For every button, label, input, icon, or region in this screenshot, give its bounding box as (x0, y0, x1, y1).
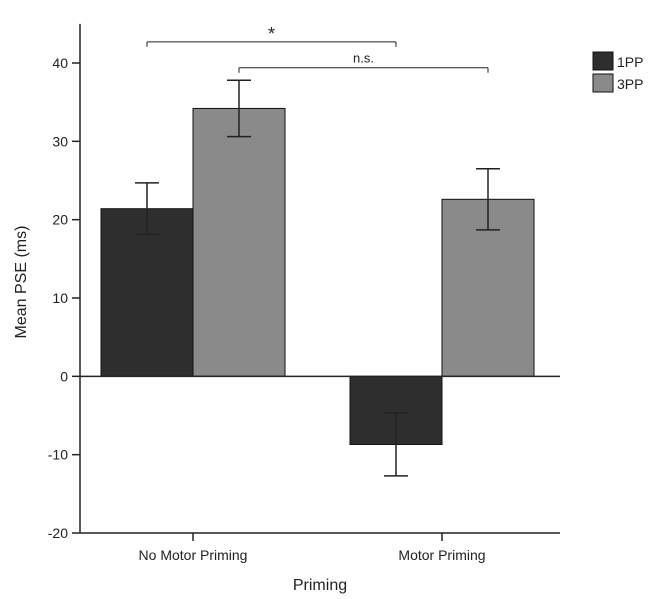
significance-label: * (268, 24, 275, 44)
x-axis-title: Priming (293, 577, 347, 594)
legend-label: 3PP (617, 76, 643, 92)
legend-label: 1PP (617, 54, 643, 70)
y-tick-label: 30 (52, 133, 68, 149)
x-tick-label: Motor Priming (398, 547, 485, 563)
bars-layer (100, 107, 535, 445)
y-tick-label: 20 (52, 212, 68, 228)
y-tick-label: -10 (48, 447, 68, 463)
y-ticks: -20 -10 0 10 20 30 40 (48, 55, 80, 541)
y-tick-label: 40 (52, 55, 68, 71)
x-ticks: No Motor Priming Motor Priming (139, 533, 486, 563)
y-tick-label: 0 (60, 368, 68, 384)
y-axis-title: Mean PSE (ms) (13, 226, 30, 339)
legend-swatch (592, 51, 614, 71)
error-bars-layer (135, 79, 500, 477)
y-tick-label: 10 (52, 290, 68, 306)
x-tick-label: No Motor Priming (139, 547, 248, 563)
legend-swatch (592, 73, 614, 93)
significance-annotations: * n.s. (146, 24, 489, 73)
bar (192, 107, 286, 377)
significance-label: n.s. (353, 51, 374, 66)
bar (100, 208, 194, 377)
y-tick-label: -20 (48, 525, 68, 541)
